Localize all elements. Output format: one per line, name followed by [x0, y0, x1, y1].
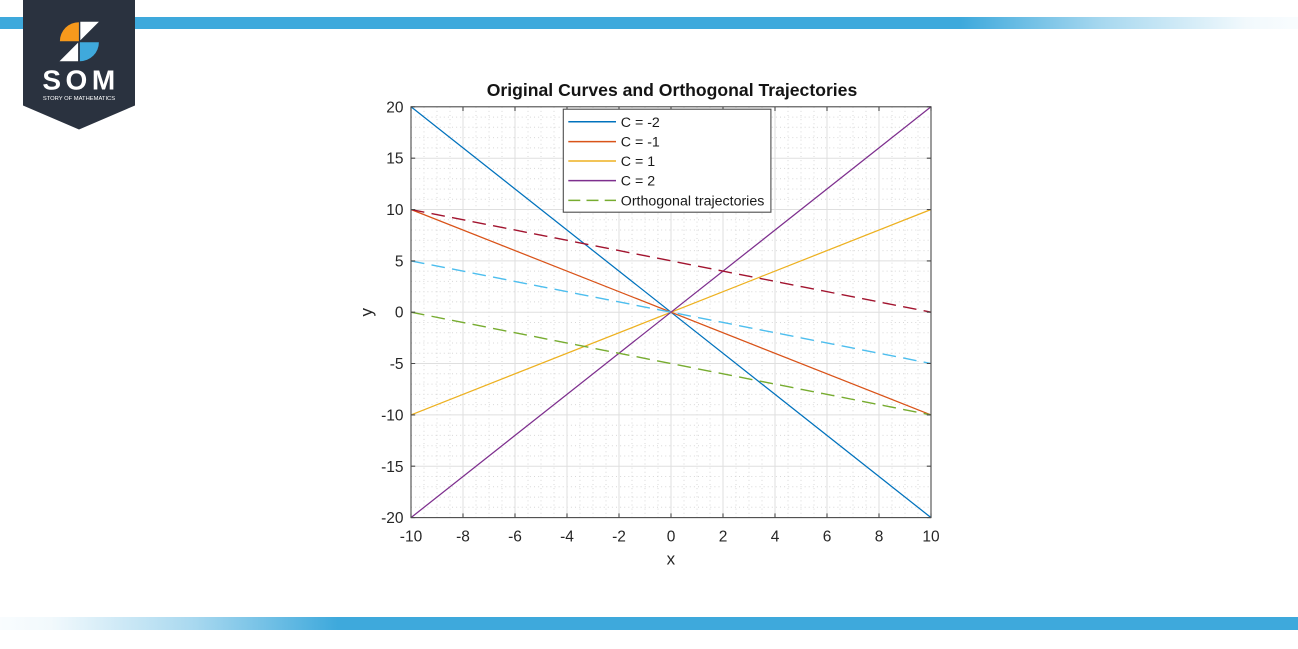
svg-text:2: 2	[719, 528, 728, 545]
svg-text:8: 8	[875, 528, 884, 545]
svg-text:5: 5	[395, 253, 404, 270]
svg-text:C = -2: C = -2	[621, 115, 660, 131]
svg-text:-8: -8	[456, 528, 470, 545]
svg-text:Orthogonal trajectories: Orthogonal trajectories	[621, 193, 765, 209]
svg-text:-10: -10	[381, 407, 404, 424]
svg-text:6: 6	[823, 528, 832, 545]
svg-text:C = -1: C = -1	[621, 135, 660, 151]
svg-text:Original Curves and Orthogonal: Original Curves and Orthogonal Trajector…	[487, 80, 858, 100]
svg-text:y: y	[357, 307, 376, 316]
svg-text:0: 0	[667, 528, 676, 545]
svg-text:SOM: SOM	[42, 65, 119, 96]
svg-text:x: x	[667, 550, 676, 569]
svg-text:0: 0	[395, 305, 404, 322]
svg-text:C = 2: C = 2	[621, 174, 655, 190]
svg-text:-2: -2	[612, 528, 626, 545]
svg-text:-15: -15	[381, 459, 403, 476]
svg-text:-10: -10	[400, 528, 423, 545]
svg-text:C = 1: C = 1	[621, 154, 655, 170]
svg-text:4: 4	[771, 528, 780, 545]
svg-text:20: 20	[386, 99, 404, 116]
svg-text:10: 10	[922, 528, 940, 545]
svg-text:15: 15	[386, 151, 403, 168]
svg-text:-6: -6	[508, 528, 522, 545]
svg-text:-5: -5	[390, 356, 404, 373]
svg-text:-20: -20	[381, 510, 404, 527]
svg-text:STORY OF MATHEMATICS: STORY OF MATHEMATICS	[42, 96, 114, 102]
svg-text:10: 10	[386, 202, 404, 219]
svg-text:-4: -4	[560, 528, 574, 545]
